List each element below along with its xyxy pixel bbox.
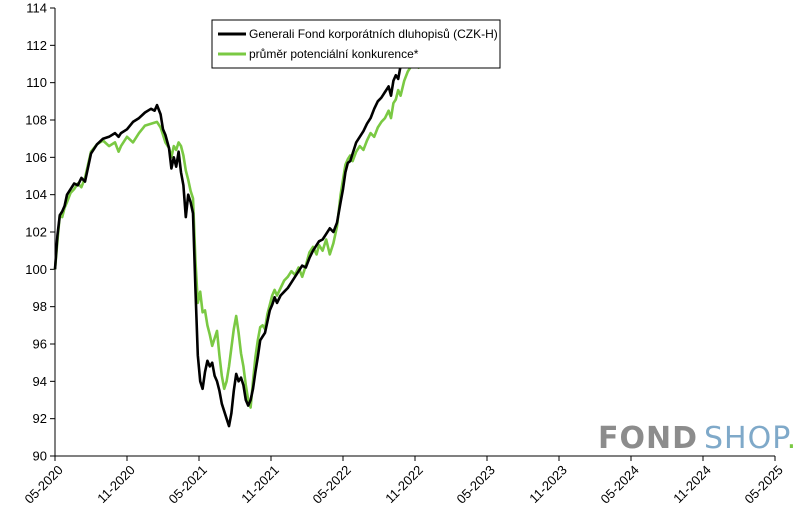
y-tick-label: 92 bbox=[33, 411, 47, 426]
x-tick-label: 11-2023 bbox=[526, 462, 570, 506]
series-line-competition bbox=[53, 31, 463, 409]
y-tick-label: 94 bbox=[33, 374, 47, 389]
logo-text-shop: SHOP bbox=[704, 421, 790, 456]
y-tick-label: 100 bbox=[25, 262, 47, 277]
x-tick-label: 05-2025 bbox=[742, 462, 786, 506]
x-axis: 05-2020 11-2020 05-2021 11-2021 05-2022 11-20… bbox=[22, 455, 786, 507]
series-layer bbox=[53, 19, 463, 428]
legend-label-competition: průměr potenciální konkurence* bbox=[249, 47, 419, 61]
x-tick-label: 05-2024 bbox=[598, 462, 642, 506]
y-tick-label: 98 bbox=[33, 299, 47, 314]
logo-text-dot: . bbox=[787, 421, 796, 456]
legend-box bbox=[211, 19, 501, 69]
x-tick-label: 11-2020 bbox=[94, 462, 138, 506]
legend-label-fund: Generali Fond korporátních dluhopisů (CZ… bbox=[249, 27, 498, 41]
y-tick-label: 104 bbox=[25, 187, 47, 202]
logo-text-fond: FOND bbox=[598, 421, 698, 456]
y-axis: 90 92 94 96 98 100 102 104 106 108 110 112 114 bbox=[25, 1, 56, 464]
x-tick-label: 05-2023 bbox=[454, 462, 498, 506]
x-tick-label: 11-2022 bbox=[382, 462, 426, 506]
y-tick-label: 110 bbox=[26, 75, 47, 90]
y-tick-label: 108 bbox=[25, 113, 47, 128]
y-tick-label: 90 bbox=[33, 449, 47, 464]
series-line-fund bbox=[53, 19, 463, 428]
x-tick-label: 11-2024 bbox=[670, 462, 714, 506]
y-tick-label: 106 bbox=[25, 150, 47, 165]
y-tick-label: 114 bbox=[26, 1, 47, 16]
y-tick-label: 112 bbox=[26, 38, 47, 53]
x-tick-label: 05-2021 bbox=[166, 462, 210, 506]
x-tick-label: 11-2021 bbox=[238, 462, 282, 506]
legend: Generali Fond korporátních dluhopisů (CZ… bbox=[211, 19, 501, 69]
y-tick-label: 102 bbox=[25, 225, 47, 240]
x-tick-label: 05-2020 bbox=[22, 462, 66, 506]
y-tick-label: 96 bbox=[33, 337, 47, 352]
x-tick-label: 05-2022 bbox=[310, 462, 354, 506]
